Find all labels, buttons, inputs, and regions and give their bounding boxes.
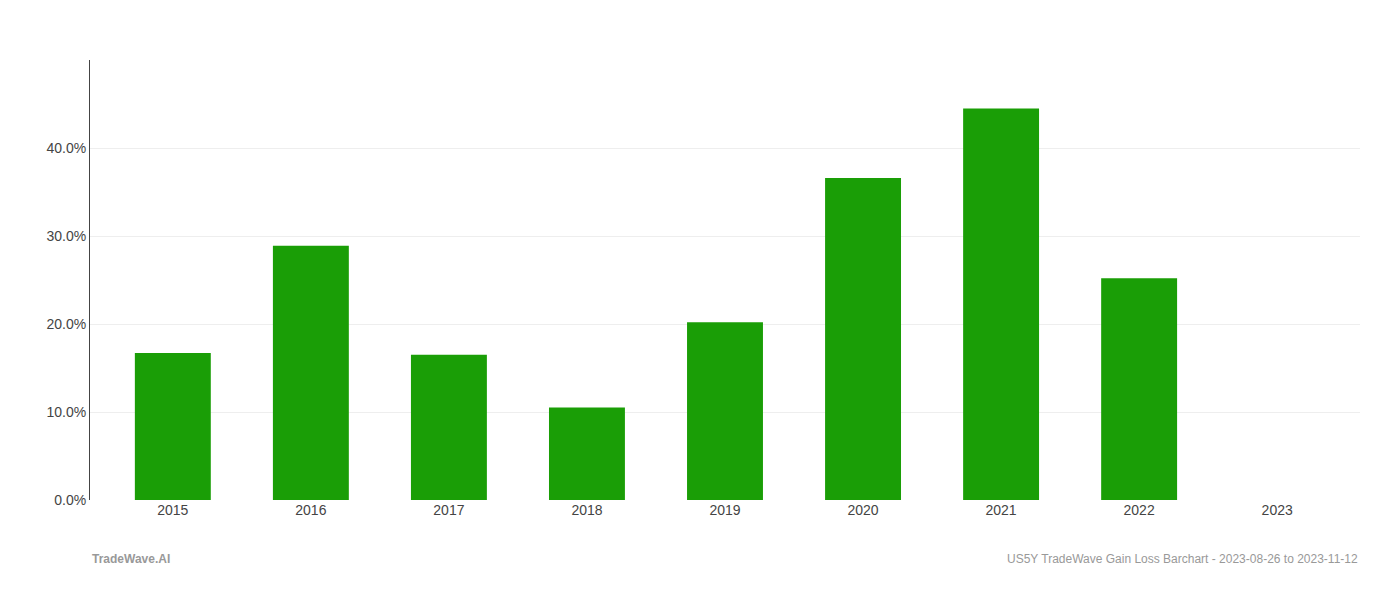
svg-text:TradeWave.AI: TradeWave.AI — [92, 552, 170, 566]
svg-text:2018: 2018 — [571, 502, 602, 518]
svg-text:2019: 2019 — [709, 502, 740, 518]
svg-text:2022: 2022 — [1124, 502, 1155, 518]
svg-text:2020: 2020 — [847, 502, 878, 518]
svg-text:30.0%: 30.0% — [46, 228, 86, 244]
svg-text:10.0%: 10.0% — [46, 404, 86, 420]
svg-text:0.0%: 0.0% — [54, 492, 86, 508]
svg-text:20.0%: 20.0% — [46, 316, 86, 332]
svg-text:2017: 2017 — [433, 502, 464, 518]
svg-text:US5Y TradeWave Gain Loss Barch: US5Y TradeWave Gain Loss Barchart - 2023… — [1007, 552, 1358, 566]
svg-text:2023: 2023 — [1262, 502, 1293, 518]
svg-text:2015: 2015 — [157, 502, 188, 518]
svg-text:2021: 2021 — [986, 502, 1017, 518]
svg-text:40.0%: 40.0% — [46, 140, 86, 156]
svg-text:2016: 2016 — [295, 502, 326, 518]
